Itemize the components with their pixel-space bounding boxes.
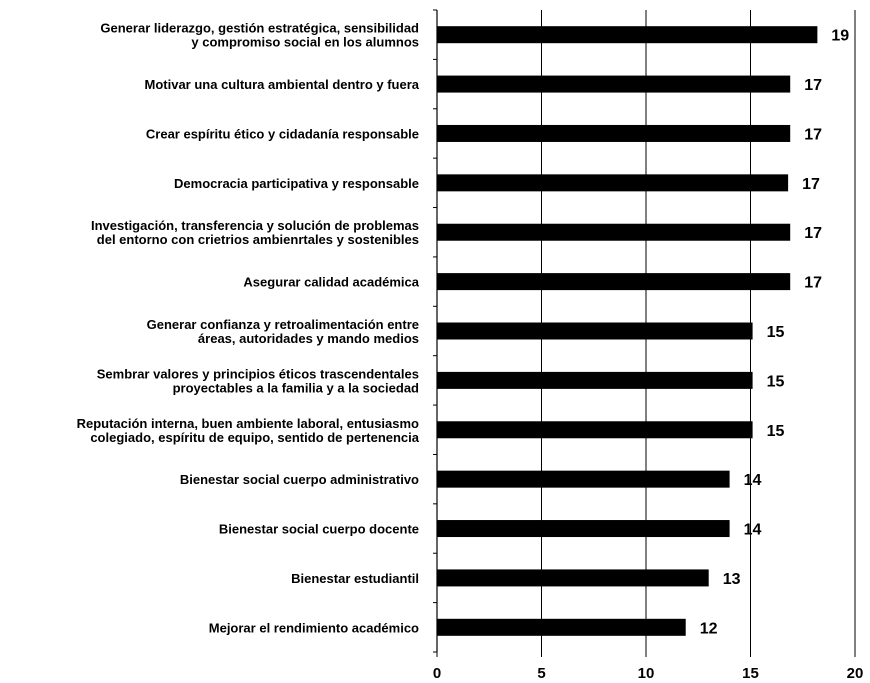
category-label-line: Asegurar calidad académica (243, 275, 419, 290)
x-tick-label: 5 (537, 665, 545, 682)
category-label-line: Mejorar el rendimiento académico (209, 620, 419, 635)
category-label: Democracia participativa y responsable (174, 176, 419, 191)
bar (437, 470, 730, 488)
category-label: Motivar una cultura ambiental dentro y f… (145, 77, 420, 92)
value-label: 17 (804, 225, 822, 242)
category-label-line: áreas, autoridades y mando medios (198, 331, 419, 346)
bar (437, 75, 791, 93)
category-label-line: proyectables a la familia y a la socieda… (173, 380, 419, 395)
category-label-line: Generar liderazgo, gestión estratégica, … (100, 21, 419, 36)
category-label: Mejorar el rendimiento académico (209, 620, 419, 635)
bar (437, 520, 730, 538)
category-label: Bienestar social cuerpo administrativo (180, 472, 419, 487)
bar (437, 124, 791, 142)
category-label-line: Generar confianza y retroalimentación en… (147, 317, 419, 332)
category-label-line: Bienestar social cuerpo administrativo (180, 472, 419, 487)
category-label: Crear espíritu ético y cidadanía respons… (146, 126, 419, 141)
category-label-line: del entorno con crietrios ambienrtales y… (97, 232, 419, 247)
bar (437, 26, 818, 44)
category-label-line: Motivar una cultura ambiental dentro y f… (145, 77, 420, 92)
bar (437, 421, 753, 439)
value-label: 17 (804, 275, 822, 292)
x-tick-label: 10 (638, 665, 655, 682)
value-label: 15 (767, 423, 785, 440)
category-label: Asegurar calidad académica (243, 275, 419, 290)
category-label: Bienestar social cuerpo docente (219, 522, 419, 537)
value-label: 17 (804, 126, 822, 143)
bar (437, 371, 753, 389)
bar (437, 569, 709, 587)
value-label: 14 (744, 472, 762, 489)
value-label: 15 (767, 373, 785, 390)
category-label-line: Democracia participativa y responsable (174, 176, 419, 191)
x-tick-label: 15 (742, 665, 759, 682)
bar (437, 618, 686, 636)
value-label: 17 (802, 176, 820, 193)
category-label-line: Sembrar valores y principios éticos tras… (97, 366, 419, 381)
category-label-line: Bienestar estudiantil (291, 571, 419, 586)
value-label: 14 (744, 522, 762, 539)
category-label: Sembrar valores y principios éticos tras… (97, 366, 419, 395)
value-label: 13 (723, 571, 741, 588)
category-label-line: y compromiso social en los alumnos (191, 35, 419, 50)
category-label-line: Reputación interna, buen ambiente labora… (77, 416, 419, 431)
category-label-line: Crear espíritu ético y cidadanía respons… (146, 126, 419, 141)
category-label: Reputación interna, buen ambiente labora… (77, 416, 420, 445)
category-label: Generar liderazgo, gestión estratégica, … (100, 21, 419, 50)
value-label: 17 (804, 77, 822, 94)
x-tick-label: 0 (433, 665, 441, 682)
category-label: Generar confianza y retroalimentación en… (147, 317, 419, 346)
value-label: 12 (700, 620, 718, 637)
category-label: Bienestar estudiantil (291, 571, 419, 586)
bar (437, 174, 789, 192)
value-label: 19 (831, 28, 849, 45)
category-label-line: Investigación, transferencia y solución … (91, 218, 419, 233)
category-label: Investigación, transferencia y solución … (91, 218, 419, 247)
bar (437, 273, 791, 291)
bar (437, 322, 753, 340)
value-label: 15 (767, 324, 785, 341)
category-label-line: Bienestar social cuerpo docente (219, 522, 419, 537)
bar (437, 223, 791, 241)
x-tick-label: 20 (847, 665, 864, 682)
category-label-line: colegiado, espíritu de equipo, sentido d… (90, 430, 419, 445)
